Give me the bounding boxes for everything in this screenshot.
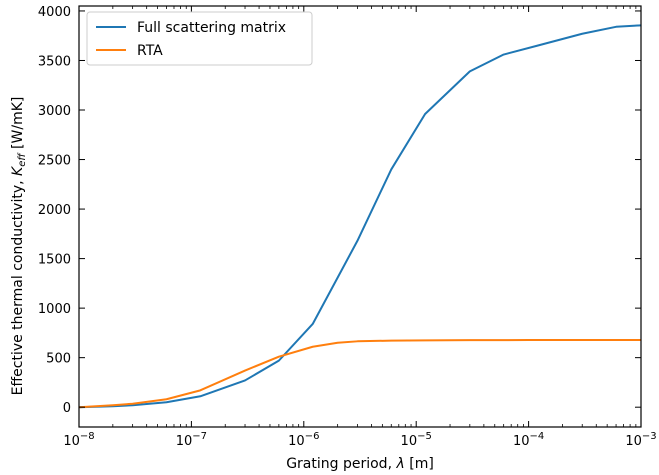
x-tick-label: 10−8 xyxy=(63,431,94,449)
x-tick-label: 10−4 xyxy=(513,431,544,449)
x-tick-label: 10−7 xyxy=(176,431,207,449)
svg-text:Effective thermal conductivity: Effective thermal conductivity, Keff [W/… xyxy=(10,97,28,396)
y-tick-label: 1000 xyxy=(38,302,71,317)
y-tick-label: 2500 xyxy=(38,154,71,169)
series-line-1 xyxy=(79,339,641,409)
x-axis-label: Grating period, λ [m] xyxy=(286,456,434,472)
x-tick-label: 10−3 xyxy=(625,431,656,449)
legend-label-1: RTA xyxy=(137,43,163,59)
x-tick-label: 10−6 xyxy=(288,431,319,449)
y-tick-label: 1500 xyxy=(38,253,71,268)
legend-box xyxy=(86,11,313,66)
plot-frame xyxy=(78,5,642,428)
y-tick-label: 0 xyxy=(63,401,71,416)
y-tick-label: 500 xyxy=(46,352,71,367)
y-tick-label: 3500 xyxy=(38,54,71,69)
y-tick-label: 2000 xyxy=(38,203,71,218)
y-tick-label: 3000 xyxy=(38,104,71,119)
x-tick-label: 10−5 xyxy=(401,431,432,449)
y-tick-label: 4000 xyxy=(38,5,71,20)
legend: Full scattering matrix RTA xyxy=(86,11,313,66)
legend-label-0: Full scattering matrix xyxy=(137,20,286,36)
y-axis-label: Effective thermal conductivity, Keff [W/… xyxy=(10,97,28,396)
series-line-0 xyxy=(79,24,641,409)
